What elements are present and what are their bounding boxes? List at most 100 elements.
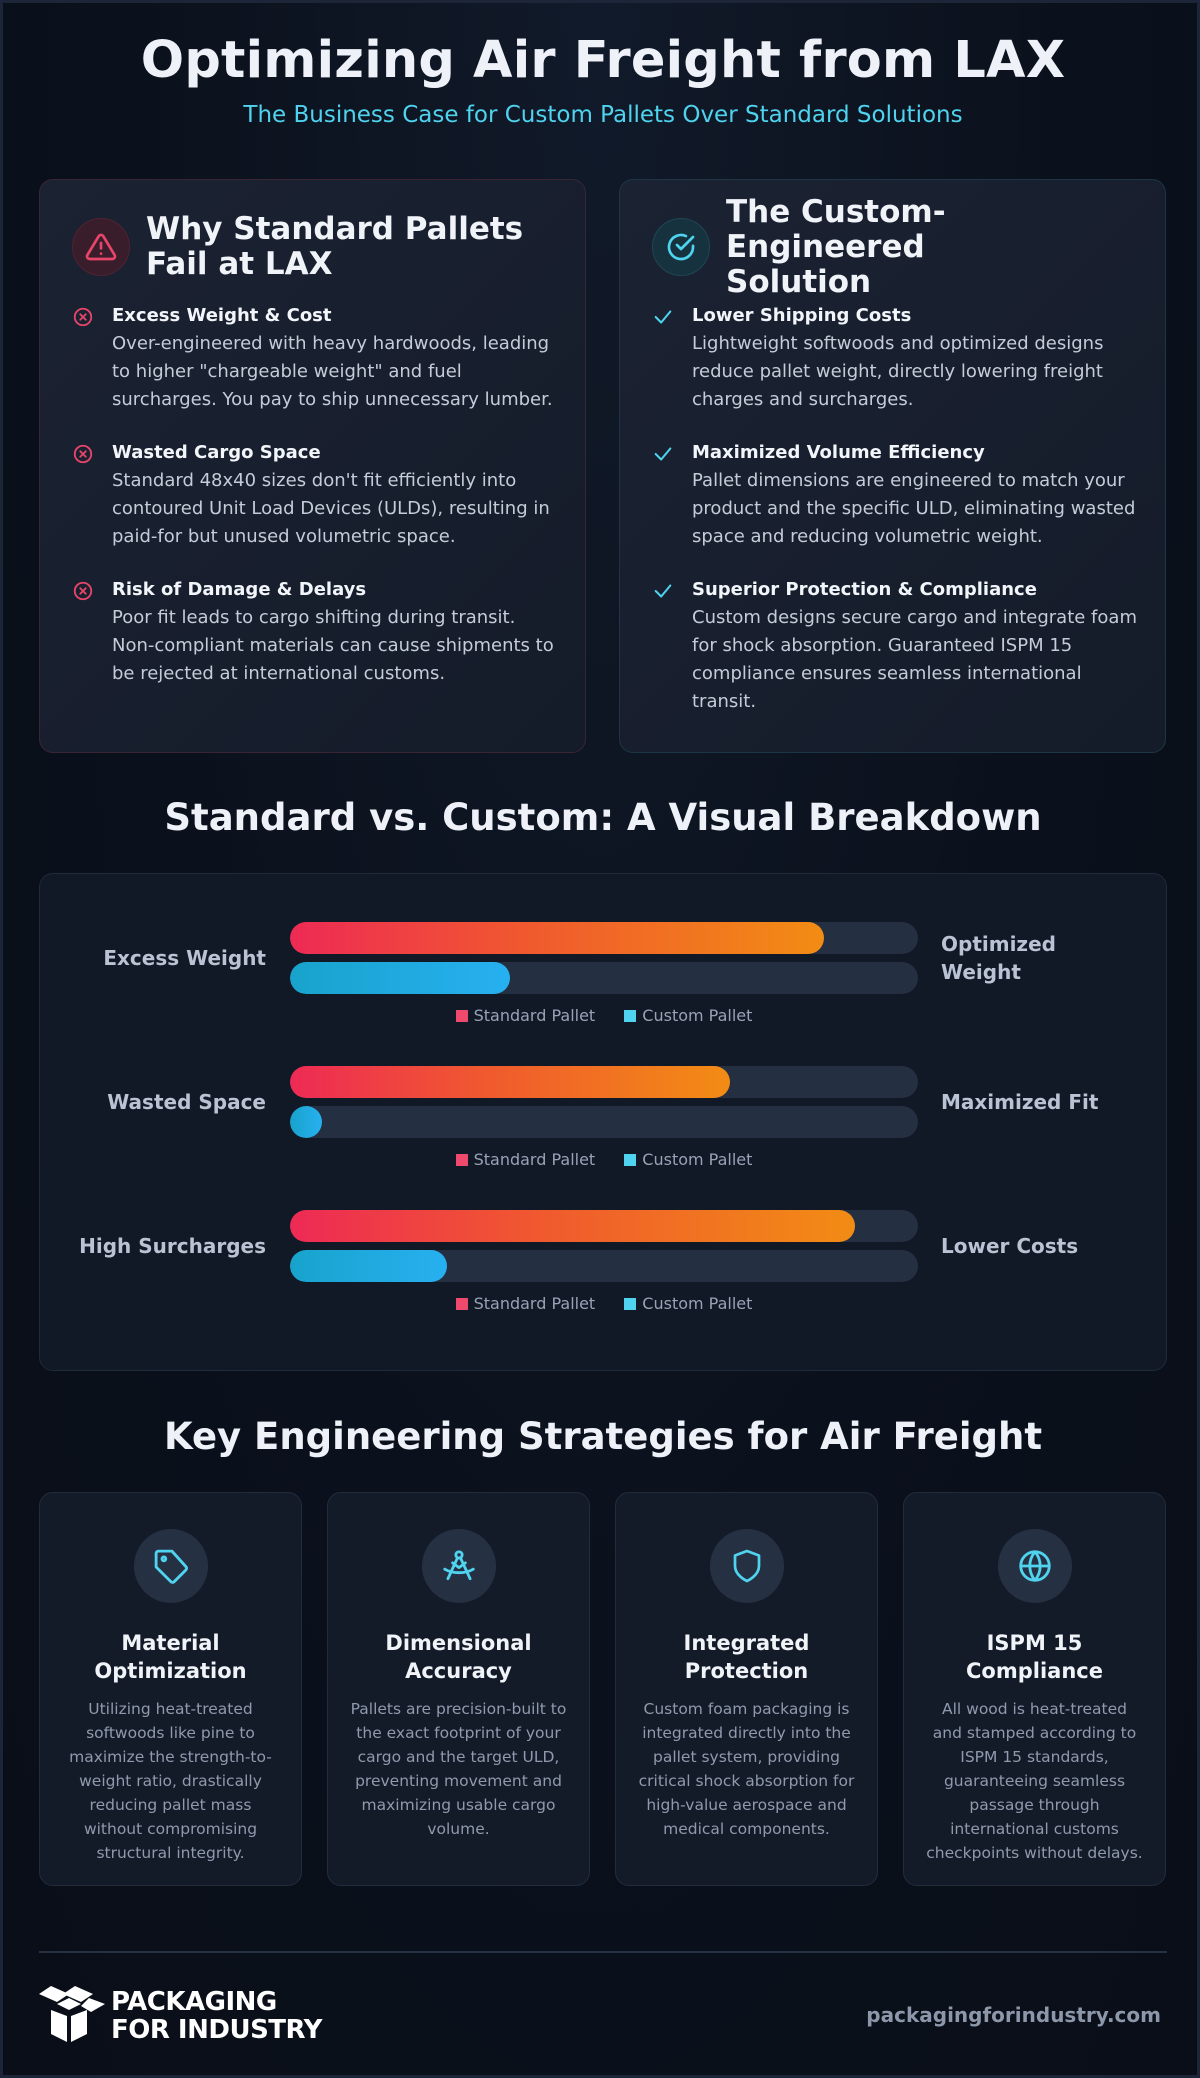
custom-swatch [624, 1298, 637, 1310]
standard-swatch [455, 1010, 468, 1022]
card-title-line1: ISPM 15 [986, 1631, 1083, 1655]
legend-custom: Custom Pallet [642, 1006, 753, 1025]
card-title-line2: Protection [684, 1659, 809, 1683]
card-description: Pallets are precision-built to the exact… [350, 1700, 567, 1838]
card-title: Dimensional Accuracy [350, 1629, 567, 1685]
problems-title-line1: Why Standard Pallets [146, 211, 524, 247]
x-circle-icon [72, 578, 112, 688]
card-title: ISPM 15 Compliance [926, 1629, 1143, 1685]
standard-swatch [455, 1298, 468, 1310]
comparison-right-label: Maximized Fit [941, 1090, 1099, 1114]
card-description: All wood is heat-treated and stamped acc… [926, 1700, 1143, 1862]
problems-panel-title: Why Standard Pallets Fail at LAX [146, 212, 523, 282]
list-item: Risk of Damage & Delays Poor fit leads t… [72, 578, 561, 688]
comparison-title: Standard vs. Custom: A Visual Breakdown [164, 796, 1042, 839]
checkmark-icon [652, 441, 692, 551]
solution-panel-title: The Custom-Engineered Solution [726, 194, 1141, 300]
comparison-left-label: High Surcharges [79, 1234, 266, 1258]
list-item: Superior Protection & Compliance Custom … [652, 578, 1141, 716]
legend-custom: Custom Pallet [642, 1150, 753, 1169]
comparison-left-label: Excess Weight [103, 946, 266, 970]
item-description: Lightweight softwoods and optimized desi… [692, 333, 1104, 410]
standard-swatch [455, 1154, 468, 1166]
standard-bar [290, 922, 824, 954]
item-description: Poor fit leads to cargo shifting during … [112, 607, 554, 684]
shield-icon [709, 1529, 784, 1603]
comparison-row: Excess Weight Optimized Weight Standard … [40, 922, 1168, 1042]
custom-swatch [624, 1154, 637, 1166]
strategy-card: Integrated Protection Custom foam packag… [615, 1492, 878, 1886]
list-item: Excess Weight & Cost Over-engineered wit… [72, 304, 561, 414]
company-logo[interactable]: PACKAGING FOR INDUSTRY [39, 1984, 322, 2048]
globe-icon [997, 1529, 1072, 1603]
custom-bar [290, 1250, 447, 1282]
card-title-line2: Optimization [94, 1659, 247, 1683]
solution-list: Lower Shipping Costs Lightweight softwoo… [652, 304, 1141, 716]
standard-bar-track [290, 922, 918, 954]
solution-panel: The Custom-Engineered Solution Lower Shi… [619, 179, 1166, 753]
item-title: Risk of Damage & Delays [112, 579, 367, 600]
item-description: Pallet dimensions are engineered to matc… [692, 470, 1136, 547]
box-logo-icon [39, 1984, 105, 2048]
tag-icon [133, 1529, 208, 1603]
card-description: Utilizing heat-treated softwoods like pi… [69, 1700, 272, 1862]
legend-custom: Custom Pallet [642, 1294, 753, 1313]
problems-list: Excess Weight & Cost Over-engineered wit… [72, 304, 561, 688]
x-circle-icon [72, 304, 112, 414]
strategy-card: Material Optimization Utilizing heat-tre… [39, 1492, 302, 1886]
legend: Standard Pallet Custom Pallet [290, 1006, 918, 1025]
item-description: Custom designs secure cargo and integrat… [692, 607, 1137, 712]
footer-divider [39, 1951, 1167, 1953]
card-title: Integrated Protection [638, 1629, 855, 1685]
card-title-line1: Integrated [683, 1631, 810, 1655]
strategy-card: ISPM 15 Compliance All wood is heat-trea… [903, 1492, 1166, 1886]
comparison-left-label: Wasted Space [107, 1090, 266, 1114]
problems-panel: Why Standard Pallets Fail at LAX Excess … [39, 179, 586, 753]
item-title: Wasted Cargo Space [112, 442, 321, 463]
item-description: Standard 48x40 sizes don't fit efficient… [112, 470, 550, 547]
item-description: Over-engineered with heavy hardwoods, le… [112, 333, 553, 410]
checkmark-icon [652, 304, 692, 414]
page-title: Optimizing Air Freight from LAX [140, 31, 1066, 90]
card-title-line1: Dimensional [385, 1631, 532, 1655]
list-item: Wasted Cargo Space Standard 48x40 sizes … [72, 441, 561, 551]
item-title: Excess Weight & Cost [112, 305, 332, 326]
header: Optimizing Air Freight from LAX The Busi… [3, 31, 1200, 128]
custom-bar [290, 1106, 322, 1138]
card-title-line2: Compliance [966, 1659, 1103, 1683]
solution-panel-header: The Custom-Engineered Solution [652, 194, 1141, 299]
list-item: Maximized Volume Efficiency Pallet dimen… [652, 441, 1141, 551]
card-description: Custom foam packaging is integrated dire… [638, 1700, 855, 1838]
check-circle-icon [652, 218, 710, 276]
solution-title-line2: Solution [726, 263, 872, 300]
comparison-row: Wasted Space Maximized Fit Standard Pall… [40, 1066, 1168, 1186]
website-link[interactable]: packagingforindustry.com [866, 2003, 1161, 2027]
comparison-right-label: Optimized Weight [941, 932, 1056, 984]
comparison-box: Excess Weight Optimized Weight Standard … [39, 873, 1167, 1371]
x-circle-icon [72, 441, 112, 551]
item-title: Maximized Volume Efficiency [692, 442, 985, 463]
logo-line1: PACKAGING [111, 1987, 277, 2017]
card-title-line1: Material [121, 1631, 220, 1655]
logo-text: PACKAGING FOR INDUSTRY [111, 1988, 322, 2044]
custom-bar [290, 962, 510, 994]
standard-bar [290, 1210, 856, 1242]
custom-swatch [624, 1010, 637, 1022]
problems-panel-header: Why Standard Pallets Fail at LAX [72, 212, 561, 282]
comparison-row: High Surcharges Lower Costs Standard Pal… [40, 1210, 1168, 1330]
legend-standard: Standard Pallet [473, 1006, 596, 1025]
legend-standard: Standard Pallet [473, 1294, 596, 1313]
item-title: Lower Shipping Costs [692, 305, 912, 326]
custom-bar-track [290, 1106, 918, 1138]
legend: Standard Pallet Custom Pallet [290, 1150, 918, 1169]
strategy-card: Dimensional Accuracy Pallets are precisi… [327, 1492, 590, 1886]
strategies-title: Key Engineering Strategies for Air Freig… [163, 1415, 1043, 1458]
legend: Standard Pallet Custom Pallet [290, 1294, 918, 1313]
custom-bar-track [290, 962, 918, 994]
problems-title-line2: Fail at LAX [146, 246, 333, 282]
comparison-right-label: Lower Costs [941, 1234, 1079, 1258]
list-item: Lower Shipping Costs Lightweight softwoo… [652, 304, 1141, 414]
standard-bar-track [290, 1210, 918, 1242]
drafting-compass-icon [421, 1529, 496, 1603]
